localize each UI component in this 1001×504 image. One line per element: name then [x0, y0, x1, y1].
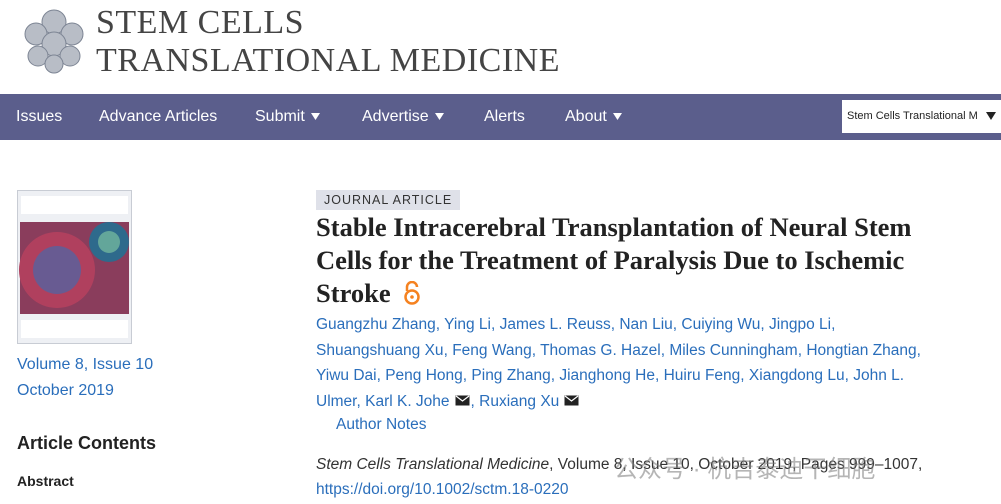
issue-date[interactable]: October 2019 — [17, 382, 114, 399]
nav-item[interactable]: Submit — [255, 94, 320, 140]
author[interactable]: Ping Zhang — [471, 367, 555, 384]
nav-item[interactable]: Issues — [16, 94, 62, 140]
author[interactable]: Yiwu Dai — [316, 367, 381, 384]
author-list: Guangzhu Zhang Ying Li James L. Reuss Na… — [316, 312, 931, 414]
author[interactable]: Ying Li — [444, 316, 495, 333]
nav-label: Issues — [16, 108, 63, 125]
citation: Stem Cells Translational Medicine, Volum… — [316, 452, 922, 502]
contents-item[interactable]: Abstract — [17, 473, 74, 489]
dropdown-arrow — [986, 112, 996, 120]
email-icon[interactable] — [455, 395, 471, 407]
logo-line: TRANSLATIONAL MEDICINE — [96, 42, 560, 79]
search-scope-label: Stem Cells Translational M — [847, 110, 978, 122]
author[interactable]: Nan Liu — [619, 316, 677, 333]
nav-label: About — [565, 108, 607, 125]
nav-label: Advance Articles — [99, 108, 218, 125]
watermark: 公众号 · 杭吉泰迪干细胞 — [614, 456, 876, 483]
search-scope[interactable]: Stem Cells Translational M — [842, 100, 1001, 133]
contents-heading: Article Contents — [17, 433, 157, 453]
nav-item[interactable]: Alerts — [484, 94, 525, 140]
author[interactable]: Huiru Feng — [664, 367, 745, 384]
author[interactable]: Miles Cunningham — [669, 342, 802, 359]
author[interactable]: Thomas G. Hazel — [540, 342, 665, 359]
open-access-icon — [404, 280, 420, 305]
dropdown-arrow — [612, 113, 622, 121]
dropdown-arrow — [434, 113, 444, 121]
author[interactable]: Hongtian Zhang — [806, 342, 921, 359]
author[interactable]: Ruxiang Xu — [479, 393, 580, 410]
nav-label: Advertise — [362, 108, 429, 125]
logo[interactable]: STEM CELLS TRANSLATIONAL MEDICINE — [96, 4, 560, 80]
title-text: Stable Intracerebral Transplantation of … — [316, 212, 912, 308]
author[interactable]: Feng Wang — [452, 342, 536, 359]
issue-link[interactable]: Volume 8, Issue 10 — [17, 356, 154, 373]
author[interactable]: Jianghong He — [559, 367, 659, 384]
journal-name: Stem Cells Translational Medicine — [316, 456, 550, 473]
author[interactable]: Jingpo Li — [769, 316, 835, 333]
email-icon[interactable] — [564, 395, 580, 407]
logo-line: STEM CELLS — [96, 4, 305, 41]
logo-mark — [24, 9, 84, 74]
author[interactable]: Shuangshuang Xu — [316, 342, 448, 359]
author[interactable]: Cuiying Wu — [681, 316, 764, 333]
nav-label: Submit — [255, 108, 305, 125]
author[interactable]: Xiangdong Lu — [749, 367, 849, 384]
doi-link[interactable]: https://doi.org/10.1002/sctm.18-0220 — [316, 481, 569, 498]
nav-bar: Issues Advance Articles Submit Advertise Ale… — [0, 94, 1001, 140]
issue-info: Volume 8, Issue 10 October 2019 — [17, 352, 153, 404]
author[interactable]: Peng Hong — [385, 367, 467, 384]
author[interactable]: Karl K. Johe — [365, 393, 475, 410]
author[interactable]: Guangzhu Zhang — [316, 316, 440, 333]
citation-details: , Volume 8, Issue 10, October 2019, Page… — [549, 456, 923, 473]
nav-label: Alerts — [484, 108, 525, 125]
nav-item[interactable]: Advance Articles — [99, 94, 217, 140]
nav-item[interactable]: About — [565, 94, 622, 140]
author-notes[interactable]: Author Notes — [336, 416, 427, 433]
article-title: Stable Intracerebral Transplantation of … — [316, 211, 966, 310]
journal-cover[interactable] — [17, 190, 132, 344]
dropdown-arrow — [310, 113, 320, 121]
article-type: JOURNAL ARTICLE — [316, 190, 461, 210]
author[interactable]: James L. Reuss — [500, 316, 615, 333]
nav-item[interactable]: Advertise — [362, 94, 444, 140]
